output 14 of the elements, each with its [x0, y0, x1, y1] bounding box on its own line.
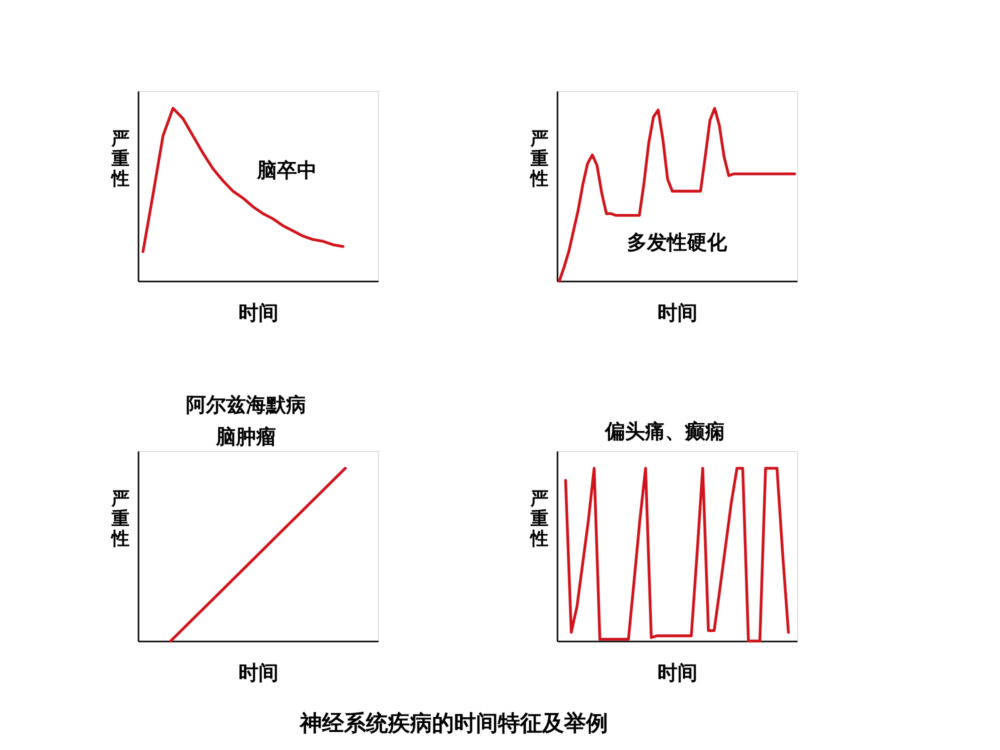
text: 脑肿瘤 [215, 424, 276, 449]
y-axis-title: 严重性 [530, 488, 548, 550]
text: 神经系统疾病的时间特征及举例 [299, 710, 608, 736]
text: 偏头痛、癫痫 [604, 419, 725, 443]
annotation: 多发性硬化 [627, 230, 728, 254]
annotation: 脑卒中 [256, 158, 317, 182]
y-axis-title: 严重性 [110, 488, 130, 550]
x-axis-title: 时间 [658, 660, 698, 684]
x-axis-title: 时间 [238, 300, 278, 324]
x-axis-title: 时间 [238, 660, 278, 684]
text: 阿尔兹海默病 [186, 392, 306, 416]
y-axis-title: 严重性 [530, 128, 548, 190]
y-axis-title: 严重性 [110, 128, 130, 190]
x-axis-title: 时间 [658, 300, 698, 324]
